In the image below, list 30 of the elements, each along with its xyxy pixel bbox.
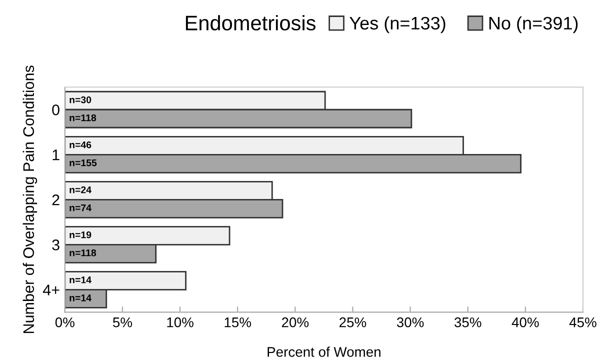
- x-axis-title: Percent of Women: [268, 346, 380, 357]
- annotation: n=14: [70, 276, 92, 284]
- x-tick-label: 20%: [282, 317, 309, 328]
- x-tick-label: 0%: [55, 317, 74, 328]
- x-tick-label: 45%: [569, 317, 596, 328]
- x-tick-label: 30%: [396, 317, 424, 328]
- annotation: n=14: [70, 294, 92, 302]
- x-tick-label: 5%: [112, 317, 132, 328]
- y-axis-title: Number of Overlapping Pain Conditions: [22, 66, 38, 333]
- y-tick-label: 2: [52, 194, 60, 206]
- legend-label: No (n=391): [489, 16, 578, 34]
- annotation: n=74: [70, 204, 92, 212]
- annotation: n=118: [70, 249, 96, 256]
- legend-label: Yes (n=133): [350, 16, 446, 34]
- y-tick-label: 3: [52, 240, 60, 250]
- annotation: n=24: [70, 186, 92, 194]
- x-tick-label: 15%: [224, 317, 251, 328]
- annotation: n=30: [70, 96, 92, 104]
- annotation: n=118: [70, 114, 96, 122]
- y-tick-label: 1: [52, 150, 60, 160]
- x-tick-label: 25%: [340, 317, 366, 328]
- x-tick-label: 35%: [454, 317, 482, 328]
- x-tick-label: 10%: [167, 317, 194, 328]
- legend-title: Endometriosis: [186, 15, 316, 30]
- y-tick-label: 4+: [42, 284, 60, 296]
- annotation: n=155: [70, 159, 97, 166]
- annotation: n=19: [70, 231, 92, 238]
- y-tick-label: 0: [52, 104, 60, 116]
- x-tick-label: 40%: [512, 317, 539, 328]
- annotation: n=46: [70, 141, 92, 148]
